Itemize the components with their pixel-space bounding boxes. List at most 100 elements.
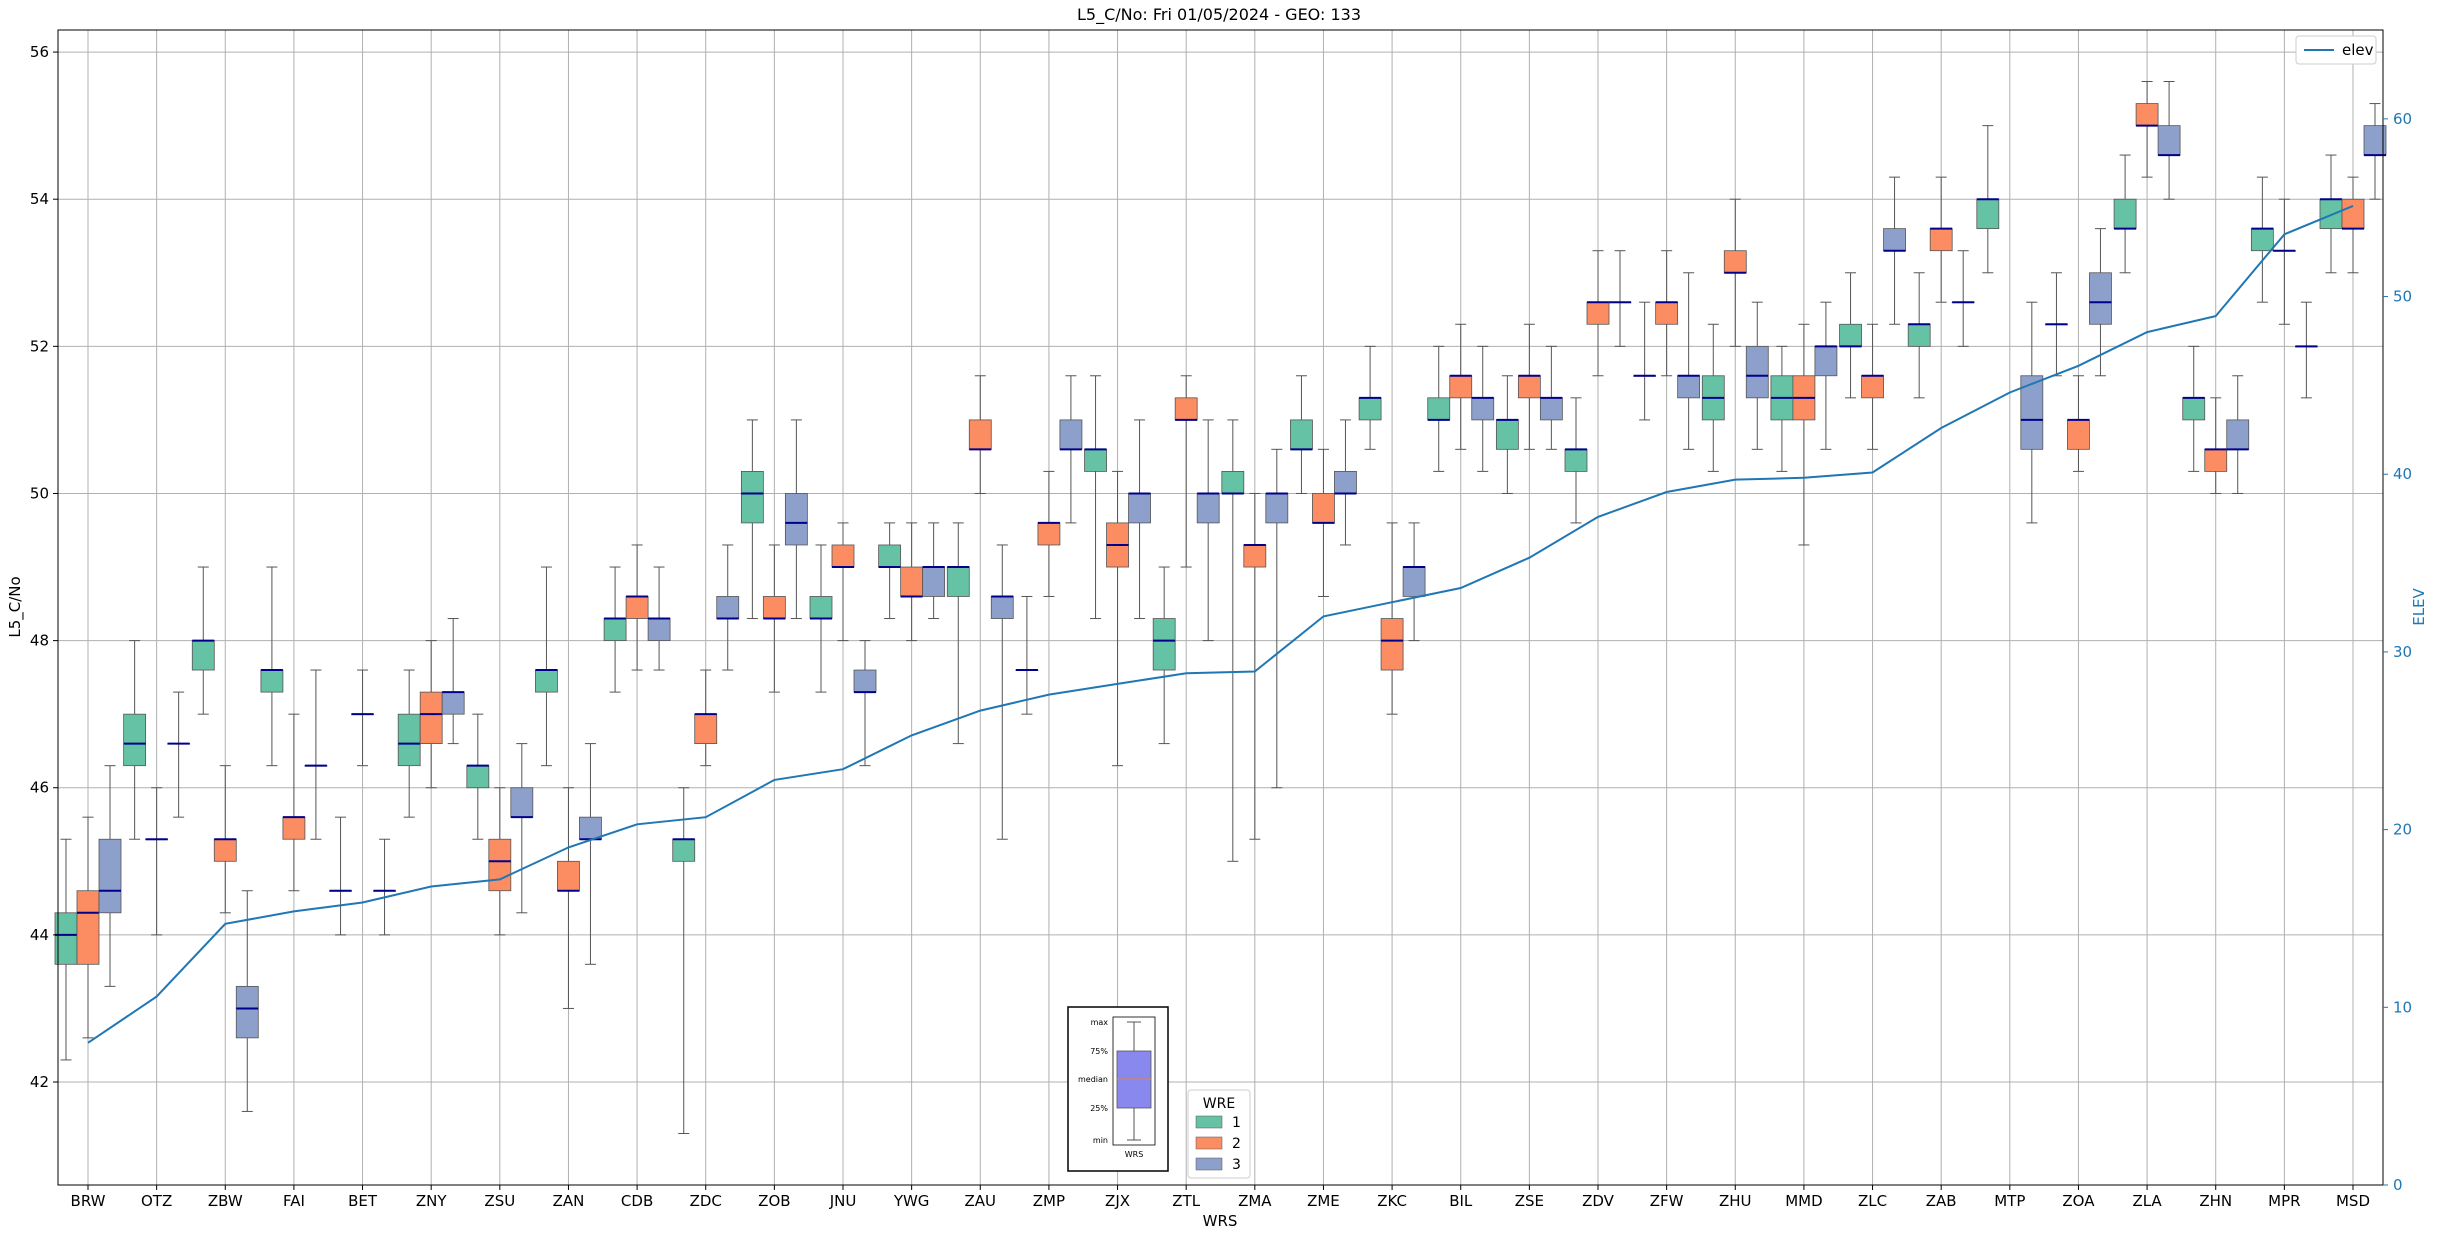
box-ZME-wre1 — [1290, 375, 1313, 494]
box-plots — [54, 80, 2387, 1135]
box-OTZ-wre2 — [145, 787, 169, 936]
iqr-box — [510, 787, 534, 818]
x-tick-label-ZAB: ZAB — [1926, 1192, 1957, 1210]
box-ZKC-wre1 — [1358, 345, 1382, 450]
box-ZKC-wre3 — [1402, 522, 1426, 642]
iqr-box — [694, 713, 718, 744]
iqr-box — [1723, 250, 1747, 274]
inset-xlabel: WRS — [1125, 1150, 1144, 1159]
y-tick-label-48: 48 — [30, 632, 49, 650]
iqr-box — [1128, 493, 1151, 524]
iqr-box — [579, 816, 602, 840]
box-OTZ-wre1 — [123, 640, 147, 840]
chart-title: L5_C/No: Fri 01/05/2024 - GEO: 133 — [1077, 5, 1361, 25]
box-ZSE-wre1 — [1495, 375, 1519, 494]
box-ZAB-wre2 — [1929, 176, 1953, 303]
iqr-box — [1495, 419, 1519, 450]
iqr-box — [1402, 566, 1426, 597]
box-ZBW-wre2 — [213, 765, 237, 914]
iqr-box — [1655, 301, 1679, 325]
iqr-box — [1334, 471, 1357, 494]
iqr-box — [672, 838, 696, 862]
iqr-box — [809, 596, 833, 619]
box-ZHU-wre1 — [1701, 323, 1725, 472]
legend-elev: elev — [2295, 35, 2377, 65]
box-ZSU-wre3 — [510, 743, 534, 914]
box-ZSU-wre1 — [466, 713, 490, 840]
box-JNU-wre2 — [831, 522, 855, 642]
x-tick-label-MTP: MTP — [1994, 1192, 2025, 1210]
box-ZOB-wre3 — [784, 419, 808, 620]
legend-wre-swatch-1 — [1195, 1115, 1223, 1129]
x-tick-label-ZJX: ZJX — [1105, 1192, 1130, 1210]
x-tick-label-ZHN: ZHN — [2199, 1192, 2232, 1210]
iqr-box — [1745, 345, 1769, 399]
y2-tick-label-60: 60 — [2393, 110, 2412, 128]
iqr-box — [968, 419, 992, 450]
legend-wre-swatch-2 — [1195, 1136, 1223, 1150]
iqr-box — [2204, 448, 2228, 472]
iqr-box — [625, 596, 649, 619]
iqr-box — [557, 860, 580, 892]
x-tick-label-ZSE: ZSE — [1515, 1192, 1544, 1210]
box-MPR-wre2 — [2272, 198, 2296, 325]
box-ZDC-wre1 — [672, 787, 696, 1135]
box-ZFW-wre1 — [1633, 301, 1657, 421]
box-ZAU-wre2 — [968, 375, 992, 494]
iqr-box — [1449, 375, 1473, 399]
iqr-box — [2182, 397, 2206, 421]
iqr-box — [123, 713, 147, 767]
iqr-box — [1380, 618, 1404, 671]
y-tick-label-46: 46 — [30, 779, 49, 797]
box-ZSE-wre2 — [1517, 323, 1541, 450]
iqr-box — [1677, 375, 1701, 399]
x-axis-label: WRS — [1203, 1212, 1238, 1230]
iqr-box — [191, 640, 215, 671]
box-MTP-wre3 — [2020, 301, 2044, 524]
x-tick-label-ZAN: ZAN — [553, 1192, 585, 1210]
x-tick-label-ZLC: ZLC — [1858, 1192, 1887, 1210]
x-tick-label-BET: BET — [348, 1192, 378, 1210]
iqr-box — [1221, 471, 1245, 494]
box-YWG-wre1 — [878, 522, 902, 620]
iqr-box — [1152, 618, 1176, 671]
iqr-box — [1839, 323, 1862, 347]
box-ZMA-wre3 — [1265, 448, 1289, 789]
box-MSD-wre3 — [2363, 103, 2387, 200]
box-ZOB-wre1 — [740, 419, 764, 620]
box-ZSE-wre3 — [1539, 345, 1563, 450]
iqr-box — [441, 691, 465, 715]
iqr-box — [1265, 493, 1289, 524]
box-ZAB-wre3 — [1951, 250, 1975, 347]
box-ZNY-wre2 — [419, 640, 443, 789]
y-tick-label-42: 42 — [30, 1073, 49, 1091]
iqr-box — [1290, 419, 1313, 450]
box-ZAN-wre1 — [535, 566, 558, 767]
x-tick-label-ZMA: ZMA — [1238, 1192, 1272, 1210]
box-ZJX-wre1 — [1084, 375, 1107, 620]
x-tick-label-BIL: BIL — [1449, 1192, 1473, 1210]
box-FAI-wre3 — [304, 669, 328, 840]
x-tick-label-MMD: MMD — [1785, 1192, 1822, 1210]
x-tick-label-ZKC: ZKC — [1377, 1192, 1407, 1210]
box-CDB-wre3 — [647, 566, 671, 671]
inset-label-min: min — [1093, 1136, 1108, 1145]
box-ZJX-wre2 — [1106, 470, 1129, 767]
y-tick-label-54: 54 — [30, 190, 49, 208]
box-MMD-wre1 — [1770, 345, 1794, 472]
inset-label-max: max — [1091, 1018, 1109, 1027]
x-tick-label-ZSU: ZSU — [484, 1192, 515, 1210]
y2-tick-label-40: 40 — [2393, 465, 2412, 483]
box-JNU-wre1 — [809, 544, 833, 693]
x-tick-label-ZHU: ZHU — [1719, 1192, 1752, 1210]
iqr-box — [260, 669, 284, 693]
iqr-box — [784, 493, 808, 546]
x-tick-label-ZAU: ZAU — [965, 1192, 997, 1210]
iqr-box — [990, 596, 1014, 619]
iqr-box — [946, 566, 970, 597]
box-ZMP-wre3 — [1059, 375, 1083, 524]
iqr-box — [1976, 198, 2000, 230]
box-ZMA-wre1 — [1221, 419, 1245, 862]
box-YWG-wre3 — [922, 522, 946, 620]
plot-frame — [57, 29, 2384, 1186]
